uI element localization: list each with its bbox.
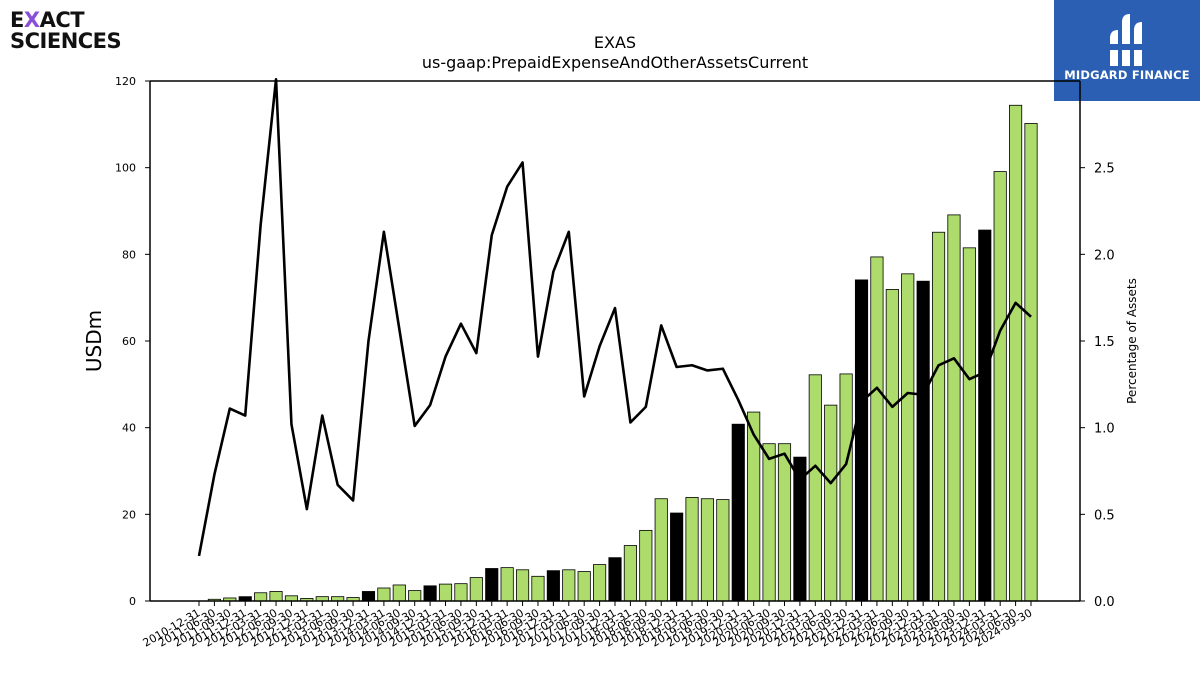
logo-left-x: X <box>23 8 40 32</box>
bar <box>254 592 268 602</box>
bar <box>947 214 961 602</box>
y-tick-label: 60 <box>122 335 136 348</box>
chart-title: EXAS <box>594 33 636 52</box>
bar <box>392 584 406 602</box>
y-tick-label: 40 <box>122 422 136 435</box>
y-axis-label: USDm <box>82 310 106 372</box>
y2-tick-label: 2.0 <box>1094 248 1115 263</box>
bar <box>361 591 376 602</box>
bar <box>700 498 715 602</box>
y2-tick-label: 0.5 <box>1094 508 1115 523</box>
line-layer <box>197 77 1032 557</box>
bar <box>577 571 591 602</box>
exact-sciences-logo: EXACT SCIENCES <box>10 8 122 53</box>
bar <box>978 229 992 602</box>
midgard-finance-logo: MIDGARD FINANCE <box>1054 0 1200 101</box>
bar <box>623 545 637 602</box>
bar <box>916 280 930 602</box>
bar <box>824 404 838 602</box>
bars-layer <box>207 104 1038 602</box>
bar <box>546 570 560 602</box>
bar <box>1009 104 1023 602</box>
y2-tick-label: 2.5 <box>1094 162 1115 177</box>
bar <box>654 498 668 602</box>
bar <box>377 587 391 602</box>
bar <box>515 569 530 602</box>
y2-tick-label: 1.5 <box>1094 335 1115 350</box>
logo-left-sciences: SCIENCES <box>10 29 122 53</box>
bar <box>284 595 299 602</box>
bar <box>762 443 776 602</box>
y2-tick-label: 1.0 <box>1094 422 1115 437</box>
bar <box>269 591 283 602</box>
bar <box>731 423 745 602</box>
bar <box>839 373 853 602</box>
bar <box>423 585 437 602</box>
y-tick-label: 80 <box>122 248 136 261</box>
bar <box>777 443 792 602</box>
pct-of-assets-line <box>197 77 1032 557</box>
bar <box>931 231 946 602</box>
bar <box>562 569 576 602</box>
y-tick-label: 20 <box>122 508 136 521</box>
logo-left-e: E <box>10 8 24 32</box>
bar <box>670 512 684 602</box>
bar <box>639 529 653 602</box>
bar <box>408 590 422 602</box>
ticks-layer: 0204060801001200.00.51.01.52.02.52010-12… <box>115 75 1115 650</box>
bar <box>870 256 884 602</box>
bar <box>962 247 976 602</box>
bar <box>885 289 899 602</box>
bar <box>901 273 915 602</box>
bar <box>469 577 483 602</box>
bar <box>438 583 453 602</box>
midgard-logo-text: MIDGARD FINANCE <box>1064 68 1190 82</box>
y-tick-label: 100 <box>115 162 136 175</box>
bar <box>454 583 468 602</box>
logo-left-act: ACT <box>39 8 85 32</box>
bar <box>531 575 545 602</box>
chart-subtitle: us-gaap:PrepaidExpenseAndOtherAssetsCurr… <box>422 53 808 72</box>
bar <box>716 499 730 602</box>
bar <box>608 557 622 602</box>
bar <box>993 171 1007 602</box>
bar <box>1024 123 1038 602</box>
bar <box>685 497 699 602</box>
y2-tick-label: 0.0 <box>1094 595 1115 610</box>
midgard-mark-icon <box>1108 14 1146 66</box>
bar <box>485 568 499 602</box>
y2-axis-label: Percentage of Assets <box>1125 278 1139 404</box>
bar <box>808 374 822 602</box>
bar <box>854 279 869 602</box>
y-tick-label: 0 <box>129 595 136 608</box>
bar <box>500 567 514 602</box>
y-tick-label: 120 <box>115 75 136 88</box>
bar <box>593 564 607 602</box>
